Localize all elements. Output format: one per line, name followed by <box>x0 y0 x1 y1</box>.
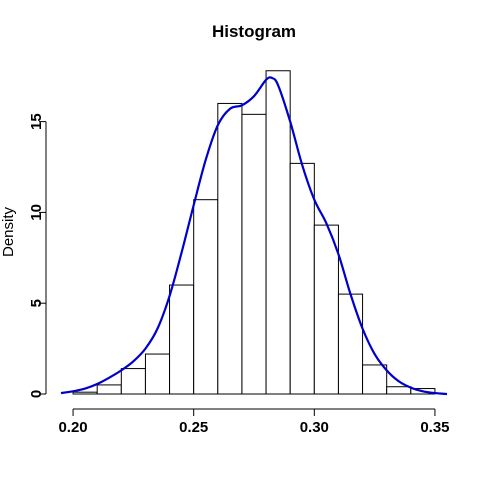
x-axis: 0.20 0.25 0.30 0.35 <box>58 408 450 436</box>
x-tick-label: 0.30 <box>300 419 329 436</box>
y-tick-label: 0 <box>28 390 45 398</box>
y-axis: 0 5 10 15 <box>28 113 47 398</box>
density-curve <box>60 76 448 396</box>
histogram-bar <box>144 353 171 395</box>
y-tick-label: 10 <box>28 204 45 221</box>
x-tick-label: 0.35 <box>420 419 449 436</box>
x-tick-label: 0.20 <box>58 419 87 436</box>
histogram-bar <box>169 284 195 395</box>
histogram-bar <box>241 113 267 395</box>
chart-title: Histogram <box>212 22 296 41</box>
histogram-bar <box>96 384 122 395</box>
bars-group <box>72 70 436 395</box>
y-tick-label: 5 <box>28 299 45 307</box>
histogram-bar <box>193 199 219 395</box>
y-tick-label: 15 <box>28 113 45 130</box>
histogram-bar <box>289 162 315 395</box>
histogram-bar <box>313 224 339 395</box>
y-axis-label: Density <box>0 206 17 257</box>
histogram-bar <box>217 102 243 395</box>
x-tick-label: 0.25 <box>179 419 208 436</box>
histogram-bar <box>337 293 364 395</box>
histogram-bar <box>120 368 146 395</box>
histogram-bar <box>72 391 98 395</box>
histogram-bar <box>386 386 412 395</box>
histogram-bar <box>362 364 388 395</box>
histogram-bar <box>265 70 291 395</box>
